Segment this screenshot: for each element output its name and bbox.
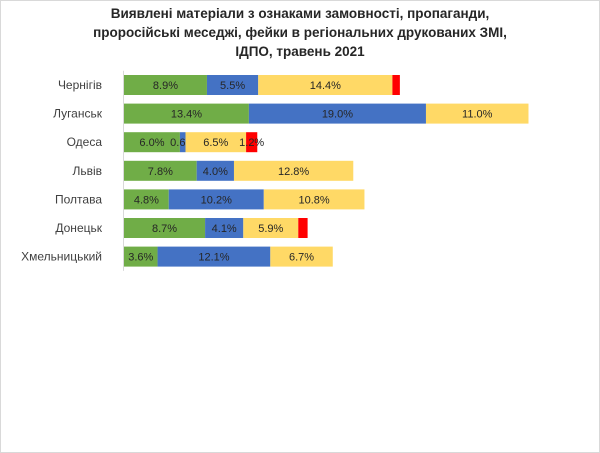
bar-segment-series-3 (185, 132, 247, 153)
bar-segment-series-2 (157, 246, 271, 267)
chart-title-line-2: проросійські меседжі, фейки в регіональн… (93, 25, 507, 40)
bar-segment-series-3 (263, 189, 365, 210)
data-label: 12.8% (278, 166, 309, 178)
bar-segment-series-3 (243, 218, 299, 238)
data-label: 6.7% (289, 252, 314, 264)
bar-segment-series-2 (179, 132, 186, 153)
data-label: 19.0% (322, 109, 353, 121)
data-label: 13.4% (171, 109, 202, 121)
bar-segment-series-4 (298, 218, 308, 238)
bar-segment-series-3 (258, 75, 393, 95)
bar-segment-series-1 (124, 160, 197, 181)
category-label: Чернігів (58, 78, 102, 92)
category-label: Полтава (55, 192, 102, 206)
bar-segment-series-1 (124, 132, 180, 153)
chart-title-line-1: Виявлені матеріали з ознаками замовності… (110, 6, 490, 21)
data-label: 1.2% (239, 137, 264, 149)
bar-segment-series-2 (206, 75, 259, 95)
bar-segment-series-1 (124, 218, 206, 238)
data-label: 5.9% (258, 223, 283, 235)
category-label: Львів (72, 164, 102, 178)
data-label: 5.5% (220, 80, 245, 92)
bar-segment-series-2 (196, 160, 234, 181)
data-label: 10.8% (299, 194, 330, 206)
data-label: 12.1% (198, 252, 229, 264)
data-label: 6.5% (203, 137, 228, 149)
data-label: 11.0% (462, 109, 493, 121)
bar-segment-series-2 (248, 103, 426, 124)
category-label: Луганськ (53, 107, 103, 121)
data-label: 7.8% (148, 166, 173, 178)
category-label: Одеса (67, 135, 103, 149)
bar-segment-series-1 (124, 246, 158, 267)
bar-segment-series-2 (205, 218, 244, 238)
chart-title: Виявлені матеріали з ознаками замовності… (0, 4, 600, 61)
data-label: 8.7% (152, 223, 177, 235)
category-label: Донецьк (55, 221, 102, 235)
chart-title-line-3: ІДПО, травень 2021 (235, 44, 365, 59)
data-label: 8.9% (153, 80, 178, 92)
bar-segment-series-3 (233, 160, 354, 181)
data-label: 14.4% (310, 80, 341, 92)
bar-segment-series-4 (246, 132, 258, 153)
category-label: Хмельницький (21, 250, 102, 264)
data-label: 4.8% (134, 194, 159, 206)
data-label: 10.2% (201, 194, 232, 206)
bar-segment-series-1 (124, 189, 169, 210)
bar-segment-series-1 (124, 75, 207, 95)
bar-segment-series-1 (124, 103, 249, 124)
data-label: 6.0% (139, 137, 164, 149)
data-label: 4.0% (203, 166, 228, 178)
bar-segment-series-3 (270, 246, 333, 267)
data-label: 3.6% (128, 252, 153, 264)
bar-segment-series-3 (425, 103, 529, 124)
data-label: 4.1% (212, 223, 237, 235)
bar-segment-series-2 (168, 189, 264, 210)
bar-segment-series-4 (392, 75, 400, 95)
